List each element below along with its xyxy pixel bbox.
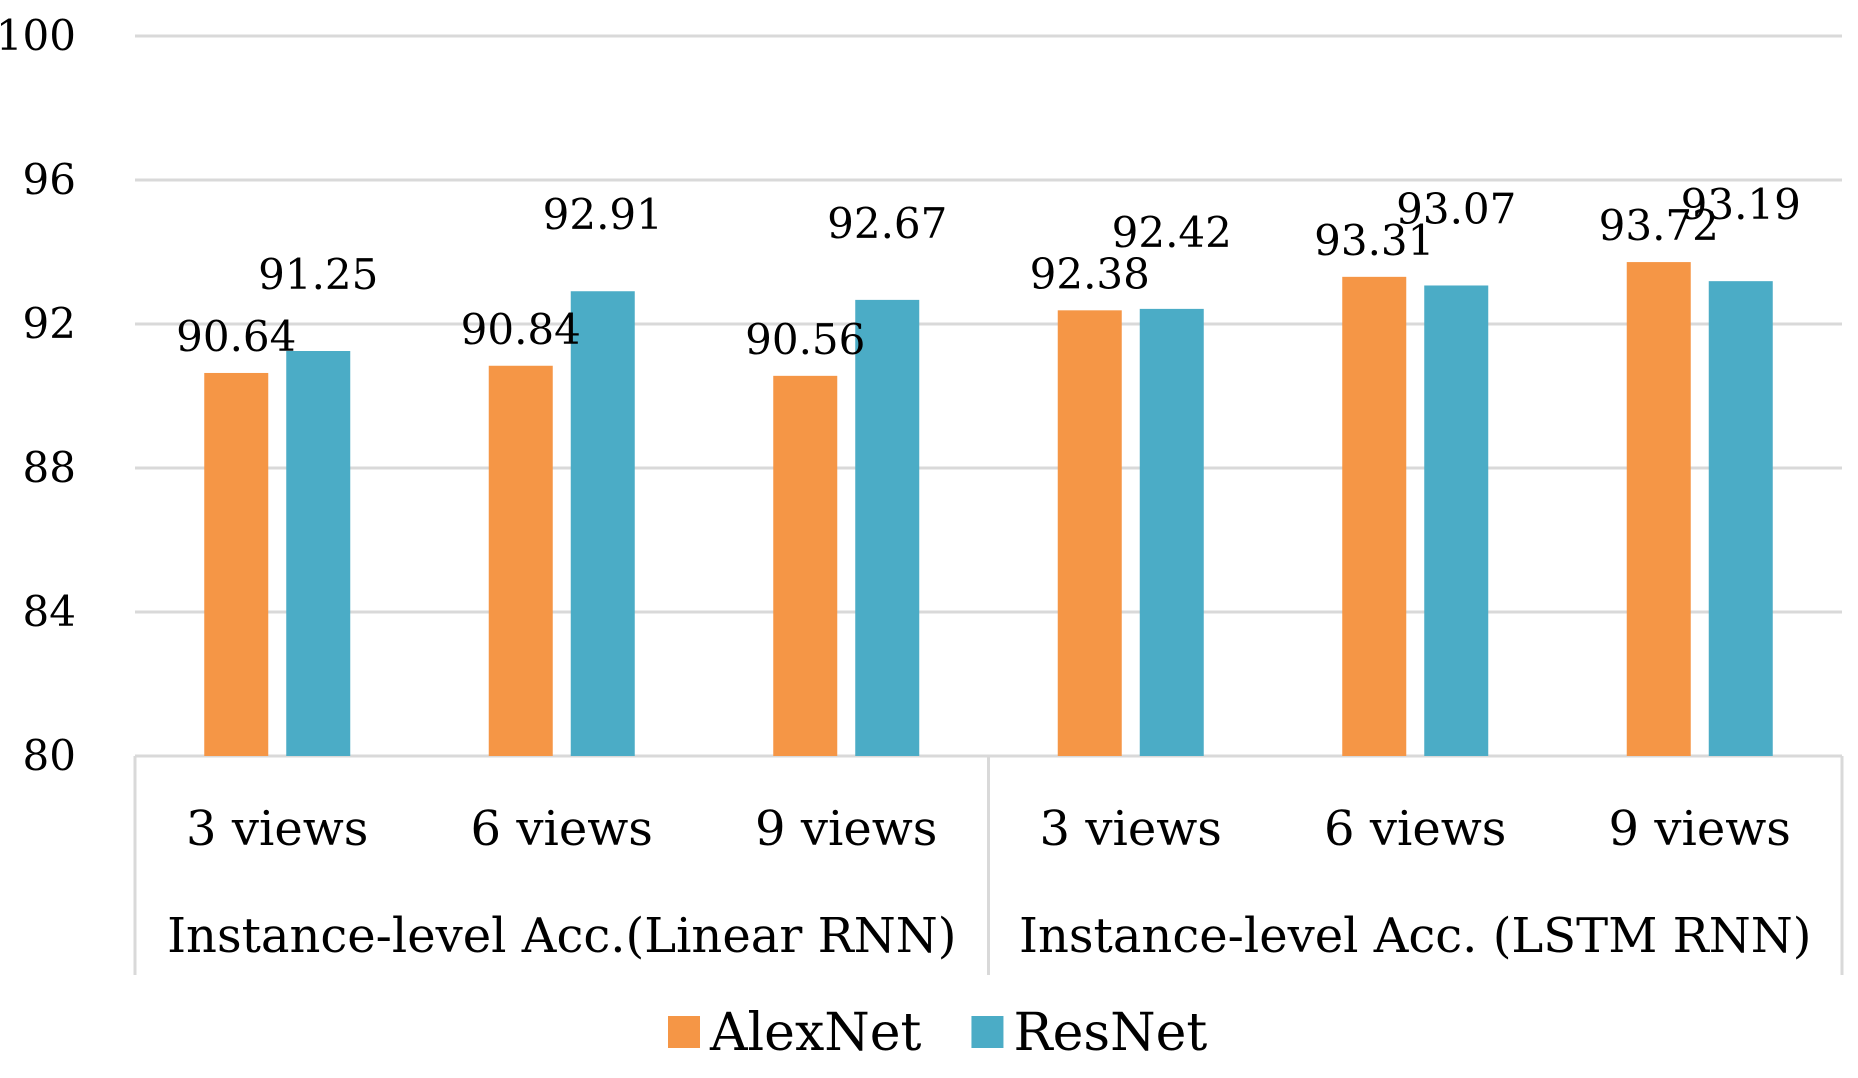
category-label: 6 views [471,801,653,857]
bar-resnet [855,299,920,756]
legend-label: AlexNet [709,1003,922,1063]
y-tick-label: 92 [23,299,76,348]
data-label: 92.42 [1112,208,1232,257]
data-label: 92.38 [1030,249,1150,298]
bar-alexnet [1057,310,1122,756]
y-tick-label: 88 [23,443,76,492]
legend: AlexNet ResNet [668,1003,1207,1063]
data-label: 90.56 [745,315,865,364]
legend-label: ResNet [1013,1003,1207,1063]
bar-alexnet [204,372,269,756]
x-axis [133,754,1844,975]
category-label: 6 views [1324,801,1506,857]
gridlines [135,34,1842,758]
bar-alexnet [488,365,553,756]
data-label: 93.07 [1396,184,1516,233]
data-label: 93.72 [1599,201,1719,250]
bar-resnet [1424,285,1489,756]
data-label: 91.25 [258,250,378,299]
category-label: 9 views [1609,801,1791,857]
y-tick-label: 100 [0,11,76,60]
category-labels: 3 views 6 views 9 views 3 views 6 views 9 vie… [167,801,1811,964]
y-axis-ticks: 80 84 88 92 96 100 [0,11,76,780]
bar-alexnet [1626,262,1691,756]
legend-swatch-resnet [971,1016,1004,1048]
y-tick-label: 96 [23,155,76,204]
y-tick-label: 84 [23,587,76,636]
bars [204,262,1773,756]
legend-swatch-alexnet [668,1016,700,1048]
data-label: 90.64 [176,312,296,361]
bar-resnet [1139,308,1204,756]
y-tick-label: 80 [23,731,76,780]
group-label: Instance-level Acc. (LSTM RNN) [1019,908,1811,964]
group-label: Instance-level Acc.(Linear RNN) [167,908,956,964]
category-label: 3 views [1040,801,1222,857]
bar-alexnet [1342,276,1407,756]
bar-resnet [1708,281,1773,756]
category-label: 3 views [186,801,368,857]
bar-alexnet [773,375,838,756]
bar-resnet [286,351,351,756]
data-label: 92.91 [543,190,663,239]
data-label: 93.31 [1314,216,1434,265]
category-label: 9 views [755,801,937,857]
bar-resnet [570,291,635,756]
data-label: 93.19 [1681,180,1801,229]
data-label: 92.67 [827,199,947,248]
data-labels: 90.64 90.84 90.56 92.38 93.31 93.72 91.25 92.91… [176,180,1801,364]
data-label: 90.84 [461,305,581,354]
